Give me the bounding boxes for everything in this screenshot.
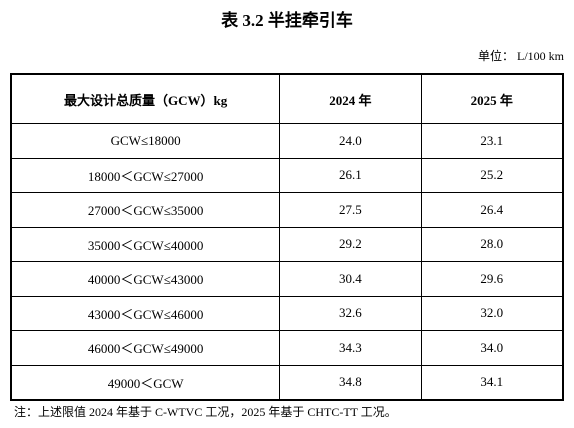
note: 注：上述限值 2024 年基于 C-WTVC 工况，2025 年基于 CHTC-… — [14, 405, 397, 419]
table-cell: 27.5 — [279, 192, 422, 228]
table-body: GCW≤18000 24.0 23.1 18000＜GCW≤27000 26.1 25.2… — [10, 123, 564, 401]
table-cell: 27000＜GCW≤35000 — [10, 192, 281, 228]
table-cell: 46000＜GCW≤49000 — [10, 330, 281, 366]
table-cell: 34.8 — [279, 364, 422, 401]
table-row: 40000＜GCW≤43000 30.4 29.6 — [10, 261, 564, 297]
table-cell: 26.1 — [279, 157, 422, 193]
table-row: 43000＜GCW≤46000 32.6 32.0 — [10, 295, 564, 331]
table-cell: 32.6 — [279, 295, 422, 331]
table-cell: 18000＜GCW≤27000 — [10, 157, 281, 193]
table-cell: GCW≤18000 — [10, 123, 281, 159]
table-row: 27000＜GCW≤35000 27.5 26.4 — [10, 192, 564, 228]
table-cell: 26.4 — [420, 192, 564, 228]
table-row: 35000＜GCW≤40000 29.2 28.0 — [10, 226, 564, 262]
table-cell: 30.4 — [279, 261, 422, 297]
unit: 单位： L/100 km — [478, 49, 564, 63]
table-cell: 29.2 — [279, 226, 422, 262]
table-row: 18000＜GCW≤27000 26.1 25.2 — [10, 157, 564, 193]
table-row: 49000＜GCW 34.8 34.1 — [10, 364, 564, 401]
table-cell: 40000＜GCW≤43000 — [10, 261, 281, 297]
table-cell: 35000＜GCW≤40000 — [10, 226, 281, 262]
table-cell: 24.0 — [279, 123, 422, 159]
table-cell: 34.1 — [420, 364, 564, 401]
table-cell: 34.0 — [420, 330, 564, 366]
column-header: 最大设计总质量（GCW）kg — [10, 73, 281, 124]
column-header: 2025 年 — [420, 73, 564, 124]
table-cell: 28.0 — [420, 226, 564, 262]
header-row: 最大设计总质量（GCW）kg 2024 年 2025 年 — [10, 73, 564, 124]
table-cell: 29.6 — [420, 261, 564, 297]
table-cell: 23.1 — [420, 123, 564, 159]
table-cell: 32.0 — [420, 295, 564, 331]
table-row: GCW≤18000 24.0 23.1 — [10, 123, 564, 159]
table-cell: 34.3 — [279, 330, 422, 366]
table: 最大设计总质量（GCW）kg 2024 年 2025 年 GCW≤18000 24.0… — [10, 73, 564, 401]
column-header: 2024 年 — [279, 73, 422, 124]
table-row: 46000＜GCW≤49000 34.3 34.0 — [10, 330, 564, 366]
table-cell: 43000＜GCW≤46000 — [10, 295, 281, 331]
title: 表 3.2 半挂牵引车 — [221, 11, 353, 30]
table-cell: 49000＜GCW — [10, 364, 281, 401]
table-cell: 25.2 — [420, 157, 564, 193]
